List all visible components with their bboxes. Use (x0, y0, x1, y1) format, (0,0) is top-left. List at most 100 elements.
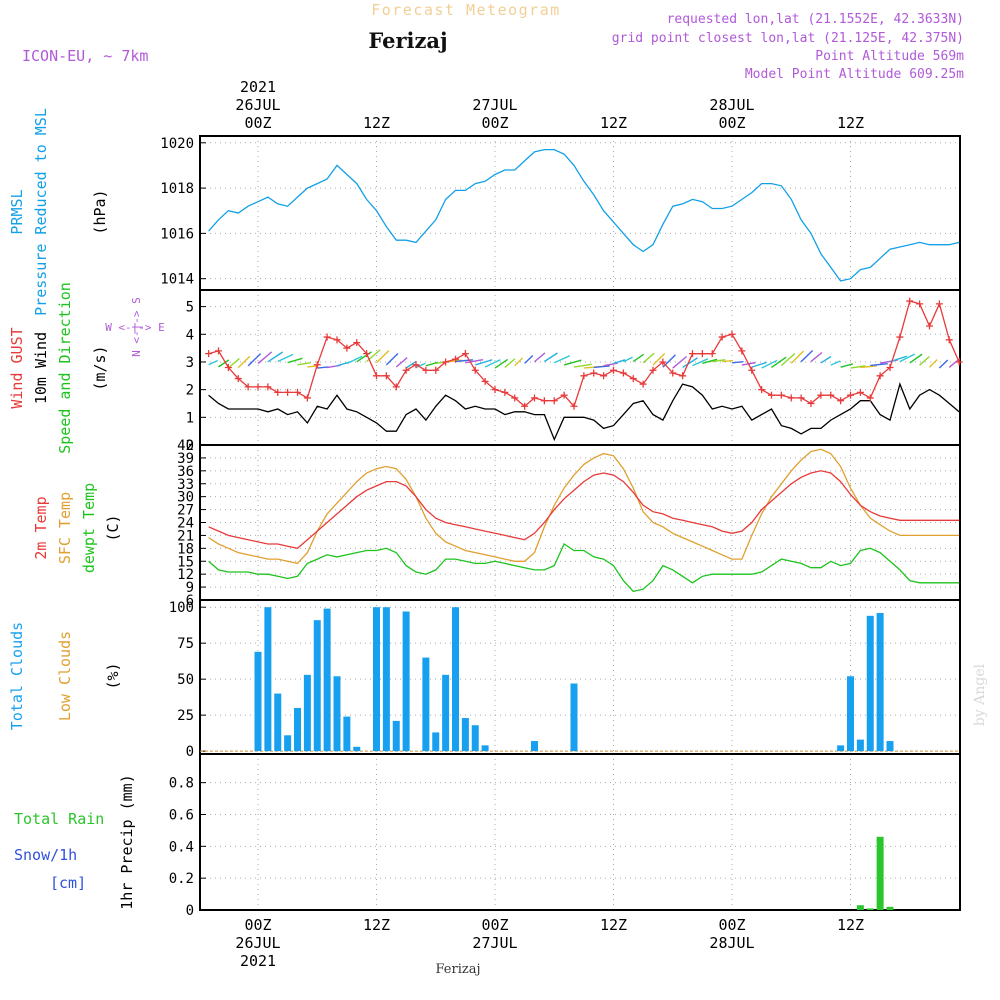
wind-arrow (790, 350, 805, 364)
bottom-time-label: 00Z (481, 916, 508, 934)
dewpt-line (208, 543, 960, 593)
gust-marker (777, 391, 785, 399)
gust-marker (323, 333, 331, 341)
wind-arrow (465, 358, 484, 364)
cloud-bar (382, 607, 390, 752)
wind-arrow (534, 352, 546, 363)
y-tick-label: 4 (186, 327, 194, 343)
rain-bar (866, 908, 874, 910)
y-tick-label: 30 (177, 490, 194, 506)
panel-label-wind: (m/s) (91, 345, 109, 390)
gust-marker (452, 355, 459, 363)
wind-arrow (218, 359, 230, 368)
cloud-bar (323, 608, 331, 752)
gust-marker (461, 350, 469, 358)
gust-marker (787, 394, 795, 402)
gust-marker (758, 386, 766, 394)
panel-label-wind: 10m Wind (32, 332, 50, 404)
y-tick-label: 18 (177, 541, 194, 557)
wind-arrow (682, 357, 698, 369)
wind-arrow (919, 355, 930, 366)
panel-label-clouds: (%) (104, 662, 122, 689)
wind-arrow (722, 359, 734, 363)
y-tick-label: 50 (177, 672, 194, 688)
y-tick-label: 0 (186, 744, 194, 760)
gust-marker (619, 369, 627, 377)
top-time-label: 28JUL (709, 96, 754, 114)
cloud-bar (294, 707, 301, 752)
wind-arrow (247, 353, 262, 367)
gust-marker (639, 380, 647, 388)
cloud-bar (254, 651, 262, 752)
rain-bar (876, 836, 884, 910)
cloud-bar (452, 607, 459, 752)
y-tick-label: 27 (177, 503, 194, 519)
bottom-time-label: 28JUL (709, 934, 754, 952)
wind-arrow (484, 359, 501, 368)
model-altitude: Model Point Altitude 609.25m (745, 67, 964, 82)
gust-marker (402, 366, 410, 374)
wind-arrow (317, 366, 329, 369)
wind-arrow (573, 363, 592, 368)
y-tick-label: 42 (177, 438, 194, 454)
top-time-label: 12Z (837, 114, 864, 132)
gust-marker (679, 372, 687, 380)
wind-arrow (227, 358, 240, 369)
bottom-time-label: 12Z (600, 916, 627, 934)
gust-marker (659, 358, 667, 366)
gust-marker (807, 399, 815, 407)
top-time-label: 12Z (363, 114, 390, 132)
wind-arrow (672, 355, 688, 369)
gust-marker (540, 397, 548, 405)
gust-marker (728, 330, 736, 338)
wind-arrow (524, 354, 534, 364)
panel-frame (199, 135, 961, 291)
wind-arrow (692, 358, 709, 367)
cloud-bar (343, 716, 351, 752)
panel-label-temp: (C) (104, 514, 122, 541)
wind-arrow (613, 359, 626, 365)
wind-arrow (455, 359, 473, 363)
model-label: ICON-EU, ~ 7km (22, 47, 148, 65)
precip-ylabel: 1hr Precip (mm) (118, 774, 136, 909)
cloud-bar (392, 720, 400, 752)
gust-marker (215, 347, 222, 355)
cloud-bar (402, 611, 410, 752)
gust-marker (600, 372, 608, 380)
bottom-time-label: 00Z (718, 916, 745, 934)
location-title: Ferizaj (368, 28, 447, 53)
gust-marker (748, 366, 756, 374)
cloud-bar (866, 615, 874, 752)
cloud-bar (886, 741, 894, 752)
wind-arrow (850, 365, 866, 369)
point-altitude: Point Altitude 569m (815, 49, 964, 64)
gust-marker (896, 333, 904, 341)
compass-we: W <-|-> E (105, 321, 165, 334)
gust-marker (866, 394, 874, 402)
panel-label-pressure: (hPa) (91, 189, 109, 234)
gust-marker (224, 364, 232, 371)
bottom-time-label: 00Z (244, 916, 271, 934)
gust-marker (521, 402, 529, 410)
bottom-time-label: 2021 (240, 952, 276, 970)
gust-marker (481, 377, 489, 385)
bottom-time-label: 26JUL (235, 934, 280, 952)
gust-marker (955, 358, 963, 366)
cloud-bar (442, 674, 450, 752)
y-tick-label: 39 (177, 451, 194, 467)
wind-arrow (623, 356, 633, 363)
wind-arrow (712, 359, 726, 363)
wind-arrow (642, 352, 655, 364)
gust-marker (432, 366, 440, 374)
wind-arrow (405, 360, 417, 369)
y-tick-label: 0 (186, 438, 194, 454)
gust-marker (610, 366, 617, 374)
gust-marker (244, 383, 252, 391)
cloud-bar (570, 683, 578, 752)
gust-marker (837, 397, 845, 405)
cloud-bar (274, 693, 282, 752)
y-tick-label: 1 (186, 410, 194, 426)
gust-marker (550, 397, 558, 405)
cloud-bar (303, 674, 311, 752)
